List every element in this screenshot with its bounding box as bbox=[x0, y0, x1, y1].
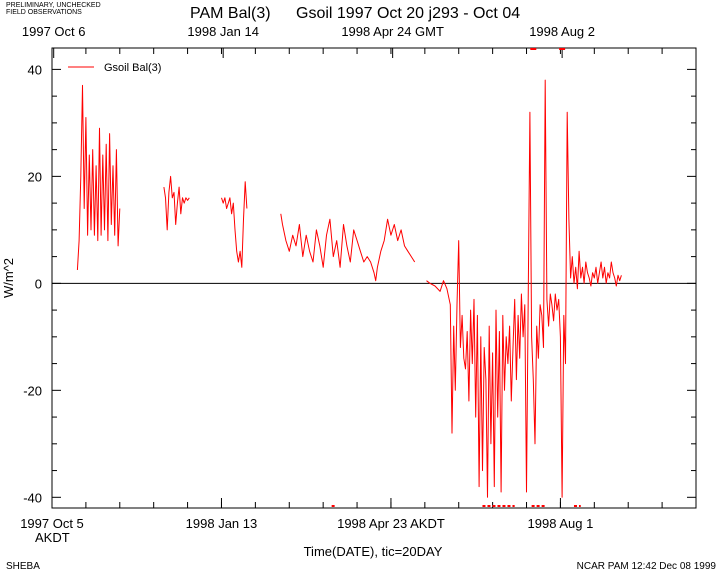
x-tick-label-bottom: 1998 Apr 23 AKDT bbox=[337, 516, 445, 531]
series-line-segment bbox=[426, 79, 622, 498]
series-line-segment bbox=[163, 175, 190, 231]
y-tick-label: -40 bbox=[23, 490, 42, 505]
axes-ticks bbox=[51, 48, 697, 508]
footer-right: NCAR PAM 12:42 Dec 08 1999 bbox=[577, 561, 717, 572]
legend: Gsoil Bal(3) bbox=[68, 62, 161, 74]
disclaimer-line1: PRELIMINARY, UNCHECKED bbox=[6, 2, 101, 9]
x-tick-label-bottom: 1998 Aug 1 bbox=[528, 516, 594, 531]
y-axis-label: W/m^2 bbox=[1, 258, 16, 298]
plot-frame bbox=[51, 47, 697, 509]
series-gsoil-bal3 bbox=[76, 79, 622, 498]
y-tick-label: 0 bbox=[35, 276, 42, 291]
legend-label: Gsoil Bal(3) bbox=[104, 62, 161, 74]
axis-labels: 1997 Oct 5 1998 Jan 13 1998 Apr 23 AKDT 199… bbox=[20, 24, 595, 531]
x-tick-label-top: 1998 Aug 2 bbox=[529, 24, 595, 39]
x-tick-label-bottom: 1998 Jan 13 bbox=[186, 516, 258, 531]
y-tick-label: -20 bbox=[23, 383, 42, 398]
series-line-segment bbox=[221, 181, 248, 268]
chart-title: Gsoil 1997 Oct 20 j293 - Oct 04 bbox=[296, 5, 520, 22]
out-of-range-markers bbox=[331, 48, 581, 507]
x-axis-label: Time(DATE), tic=20DAY bbox=[304, 544, 443, 559]
x-tick-label-top: 1998 Jan 14 bbox=[187, 24, 259, 39]
x-tick-label-top: 1998 Apr 24 GMT bbox=[341, 24, 444, 39]
y-tick-label: 20 bbox=[28, 169, 42, 184]
x-tick-label-bottom: 1997 Oct 5 bbox=[20, 516, 84, 531]
chart-title-left: PAM Bal(3) bbox=[190, 5, 271, 22]
y-tick-label: 40 bbox=[28, 62, 42, 77]
series-line-segment bbox=[280, 213, 416, 282]
series-line-segment bbox=[76, 84, 121, 271]
footer-left: SHEBA bbox=[6, 561, 40, 572]
bottom-axis-timezone: AKDT bbox=[35, 530, 70, 545]
disclaimer-line2: FIELD OBSERVATIONS bbox=[6, 9, 82, 16]
x-tick-label-top: 1997 Oct 6 bbox=[22, 24, 86, 39]
